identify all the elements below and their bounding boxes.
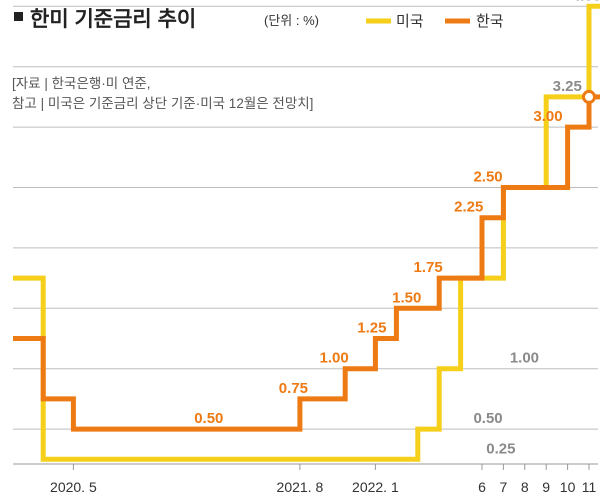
data-label-kr: 0.75 [279, 380, 308, 397]
data-label-kr: 0.50 [194, 410, 223, 427]
x-tick-label: 7 [500, 479, 508, 495]
x-tick-label: 2020. 5 [50, 479, 97, 495]
end-marker-kr [582, 89, 596, 104]
data-label-kr: 2.25 [454, 199, 483, 216]
x-tick-label: 2022. 1 [352, 479, 399, 495]
series-line-kr [13, 94, 600, 432]
x-tick-label: 9 [542, 479, 550, 495]
data-label-kr: 1.25 [357, 320, 386, 337]
end-markers [582, 89, 596, 104]
unit-label: (단위 : %) [264, 13, 319, 28]
x-tick-label: 6 [478, 479, 486, 495]
x-tick-label: 11 [582, 479, 597, 495]
x-tick-label: 2021. 8 [277, 479, 324, 495]
x-tick-label: 10 [560, 479, 576, 495]
legend-label-kr: 한국 [476, 13, 504, 30]
data-labels: 0.250.501.003.254.004.500.500.751.001.25… [194, 0, 600, 457]
legend-label-us: 미국 [396, 13, 424, 30]
data-label-kr: 3.00 [533, 108, 562, 125]
chart-title: 한미 기준금리 추이 [30, 8, 196, 31]
title-bullet [14, 12, 23, 21]
data-label-kr: 2.50 [473, 169, 502, 186]
grid [13, 5, 598, 465]
x-tick-label: 8 [521, 479, 529, 495]
data-label-us: 0.50 [473, 410, 502, 427]
data-label-kr: 1.50 [392, 289, 421, 306]
data-label-us: 1.00 [510, 350, 539, 367]
source-note: [자료 | 한국은행·미 연준, [12, 76, 151, 91]
reference-note: 참고 | 미국은 기준금리 상단 기준·미국 12월은 전망치] [12, 96, 313, 111]
series-lines [13, 3, 600, 462]
data-label-us: 3.25 [553, 78, 582, 95]
data-label-us: 0.25 [486, 440, 515, 457]
data-label-us: 4.00 [572, 0, 600, 4]
data-label-kr: 1.00 [320, 350, 349, 367]
data-label-kr: 1.75 [414, 259, 443, 276]
